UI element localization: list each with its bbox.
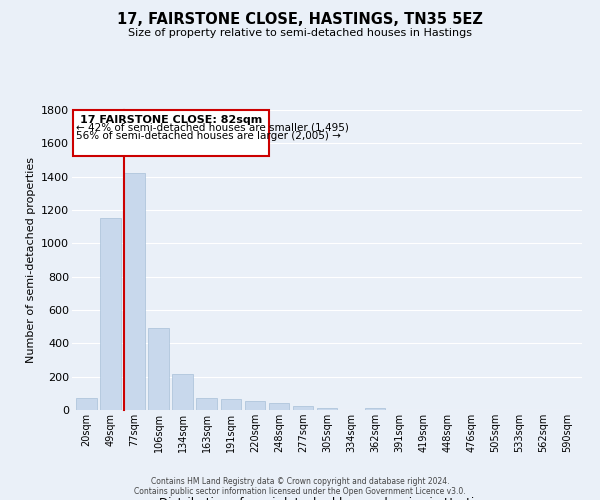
Y-axis label: Number of semi-detached properties: Number of semi-detached properties bbox=[26, 157, 35, 363]
Bar bbox=[317, 408, 337, 410]
Bar bbox=[148, 328, 169, 410]
Text: Contains public sector information licensed under the Open Government Licence v3: Contains public sector information licen… bbox=[134, 487, 466, 496]
Bar bbox=[221, 399, 241, 410]
Bar bbox=[100, 218, 121, 410]
Bar bbox=[293, 406, 313, 410]
Text: 56% of semi-detached houses are larger (2,005) →: 56% of semi-detached houses are larger (… bbox=[76, 131, 341, 141]
Bar bbox=[269, 404, 289, 410]
Text: Contains HM Land Registry data © Crown copyright and database right 2024.: Contains HM Land Registry data © Crown c… bbox=[151, 477, 449, 486]
Text: 17, FAIRSTONE CLOSE, HASTINGS, TN35 5EZ: 17, FAIRSTONE CLOSE, HASTINGS, TN35 5EZ bbox=[117, 12, 483, 28]
Text: Size of property relative to semi-detached houses in Hastings: Size of property relative to semi-detach… bbox=[128, 28, 472, 38]
FancyBboxPatch shape bbox=[73, 110, 269, 156]
X-axis label: Distribution of semi-detached houses by size in Hastings: Distribution of semi-detached houses by … bbox=[159, 496, 495, 500]
Bar bbox=[76, 398, 97, 410]
Bar bbox=[365, 408, 385, 410]
Bar bbox=[245, 401, 265, 410]
Bar bbox=[124, 174, 145, 410]
Text: 17 FAIRSTONE CLOSE: 82sqm: 17 FAIRSTONE CLOSE: 82sqm bbox=[80, 114, 262, 124]
Text: ← 42% of semi-detached houses are smaller (1,495): ← 42% of semi-detached houses are smalle… bbox=[76, 123, 349, 133]
Bar bbox=[172, 374, 193, 410]
Bar bbox=[196, 398, 217, 410]
